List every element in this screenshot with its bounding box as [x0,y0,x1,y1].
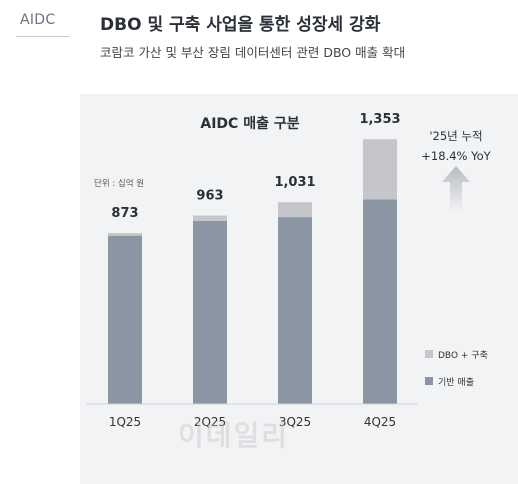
total-label-4q25: 1,353 [359,112,400,127]
bar-base-2q25 [193,221,227,404]
bar-dbo-2q25 [193,215,227,222]
up-arrow-icon [442,166,470,212]
watermark: 이데일리 [178,419,290,452]
annotation-line-1: '25년 누적 [429,129,482,143]
legend-base-label: 기반 매출 [438,377,474,388]
x-tick-2q25: 2Q25 [194,415,226,429]
x-tick-3q25: 3Q25 [279,415,311,429]
total-label-2q25: 963 [196,189,223,204]
bar-dbo-4q25 [363,139,397,200]
section-tag-underline [16,36,70,37]
unit-note: 단위 : 십억 원 [94,178,144,189]
page-subtitle: 코람코 가산 및 부산 장림 데이터센터 관련 DBO 매출 확대 [100,45,406,60]
x-tick-4q25: 4Q25 [364,415,396,429]
legend-dbo-label: DBO + 구축 [438,350,488,361]
x-tick-1q25: 1Q25 [109,415,141,429]
legend-base-swatch [425,377,433,385]
page-title: DBO 및 구축 사업을 통한 성장세 강화 [100,15,381,35]
bar-base-1q25 [108,235,142,404]
legend-dbo-swatch [425,350,433,358]
bar-dbo-1q25 [108,233,142,236]
bar-dbo-3q25 [278,202,312,218]
total-label-1q25: 873 [111,206,138,221]
bar-base-3q25 [278,217,312,404]
annotation-line-2: +18.4% YoY [421,149,491,163]
bar-base-4q25 [363,199,397,404]
total-label-3q25: 1,031 [274,175,315,190]
chart-title: AIDC 매출 구분 [200,115,299,132]
section-tag: AIDC [20,12,56,28]
